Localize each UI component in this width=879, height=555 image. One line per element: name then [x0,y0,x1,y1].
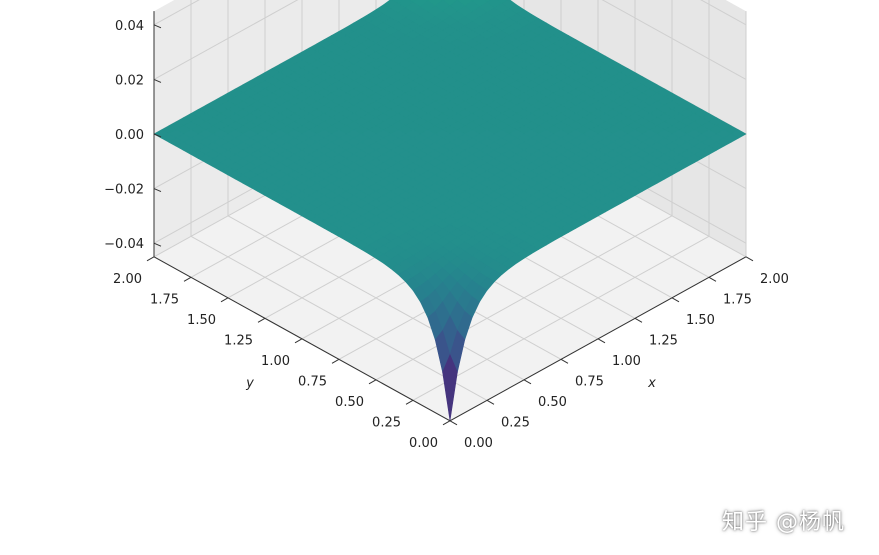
y-tick-label: 1.75 [150,292,179,307]
z-tick-label: −0.04 [104,237,144,252]
z-tick [153,188,162,193]
y-tick [405,399,414,405]
y-tick [183,276,192,282]
x-tick-label: 0.00 [464,436,493,451]
x-tick [671,297,680,303]
x-tick-label: 1.00 [612,354,641,369]
y-tick-label: 1.00 [261,354,290,369]
x-tick-label: 0.50 [538,395,567,410]
y-tick [257,317,266,323]
y-tick-label: 0.25 [372,415,401,430]
x-tick-label: 0.75 [575,374,604,389]
z-tick-label: 0.04 [115,19,144,34]
x-tick [634,317,643,323]
x-tick [449,420,458,426]
y-tick-label: 0.50 [335,395,364,410]
z-tick [153,78,162,83]
floor-grid-y [412,235,710,401]
y-tick [368,379,377,385]
x-tick-label: 0.25 [501,415,530,430]
y-tick-label: 1.25 [224,333,253,348]
y-tick [220,297,229,303]
z-tick-label: −0.02 [104,183,144,198]
x-tick-label: 1.25 [649,333,678,348]
z-tick-label: 0.00 [115,128,144,143]
z-tick [153,242,162,247]
y-tick-label: 1.50 [187,313,216,328]
y-tick [294,338,303,344]
floor-grid-y [375,215,673,381]
z-tick [153,133,162,138]
x-tick-label: 1.75 [723,292,752,307]
x-tick-label: 1.50 [686,313,715,328]
z-tick [153,24,162,29]
surface-patch [483,0,492,3]
x-tick-label: 2.00 [760,272,789,287]
x-axis-label: x [647,376,656,391]
z-tick-label: 0.02 [115,73,144,88]
x-tick [597,338,606,344]
surface-patch [442,354,458,421]
y-tick [442,420,451,426]
y-tick [331,358,340,364]
x-tick [560,358,569,364]
y-axis-label: y [245,376,254,391]
x-tick [745,256,754,262]
y-tick [146,256,155,262]
watermark: 知乎 @杨帆 [722,510,845,535]
y-tick-label: 2.00 [113,272,142,287]
x-tick [708,276,717,282]
y-tick-label: 0.00 [409,436,438,451]
surface-patch [408,0,417,3]
x-tick [486,399,495,405]
back-grid-z [601,0,747,80]
y-tick-label: 0.75 [298,374,327,389]
back-grid-z [153,0,299,80]
x-tick [523,379,532,385]
